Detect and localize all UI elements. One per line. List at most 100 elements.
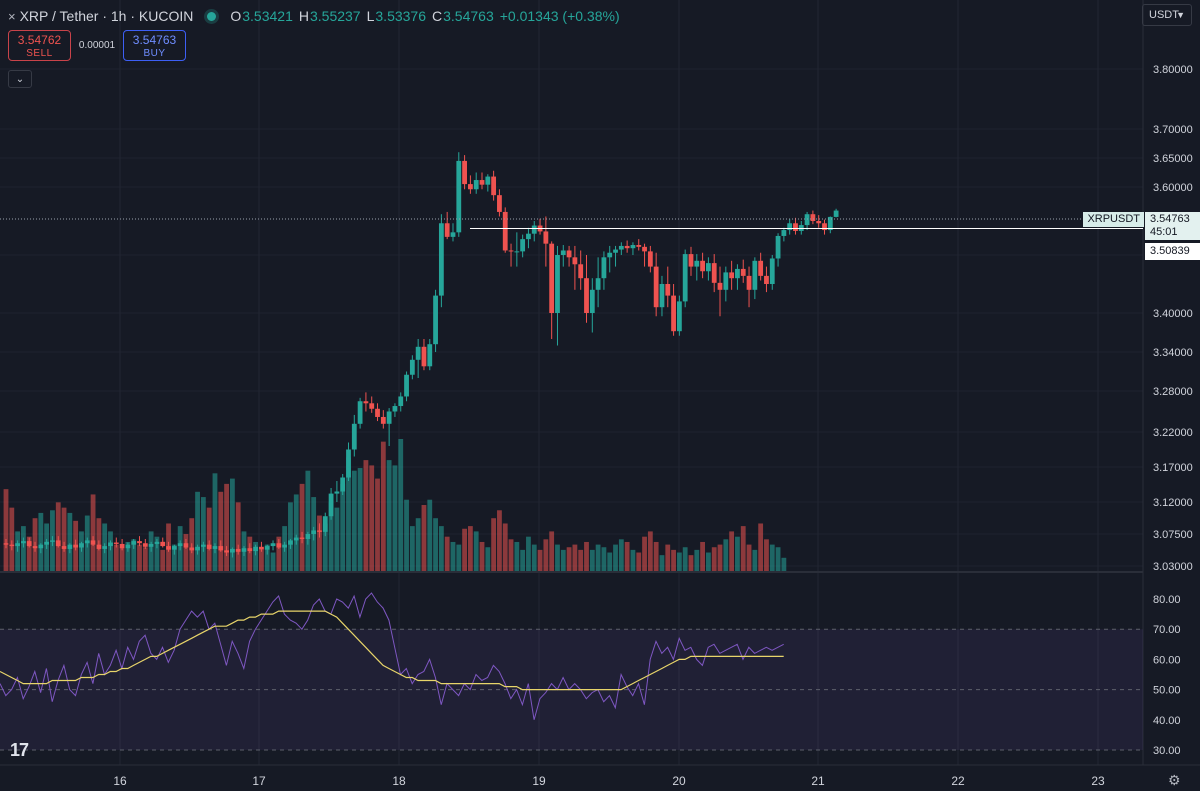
sell-price: 3.54762 — [17, 33, 62, 47]
candle-body — [293, 537, 299, 541]
time-tick-label: 22 — [951, 774, 965, 788]
candle-body — [73, 544, 79, 548]
gear-icon[interactable]: ⚙ — [1168, 772, 1181, 788]
market-status-icon — [207, 11, 217, 21]
tradingview-logo-icon[interactable]: 17 — [10, 740, 29, 760]
candle-body — [282, 544, 288, 548]
candle-body — [154, 541, 160, 544]
sell-label: SELL — [26, 48, 53, 59]
candle-body — [26, 541, 32, 547]
volume-bar — [607, 552, 613, 571]
candle-body — [427, 344, 433, 367]
candle-body — [781, 230, 787, 236]
candle-body — [148, 543, 154, 547]
candlestick-series — [3, 152, 839, 558]
candle-body — [142, 543, 148, 547]
candle-body — [584, 278, 589, 313]
volume-bar — [630, 549, 636, 571]
candle-body — [723, 272, 729, 290]
volume-bar — [723, 539, 729, 571]
price-tick-label: 3.60000 — [1153, 182, 1193, 194]
volume-bar — [473, 531, 479, 571]
price-tick-label: 3.80000 — [1153, 64, 1193, 76]
symbol-title[interactable]: XRP / Tether · 1h · KUCOIN — [19, 8, 194, 24]
volume-bar — [386, 460, 392, 571]
volume-bar — [526, 536, 531, 571]
candle-body — [514, 251, 520, 253]
volume-bar — [404, 499, 409, 571]
candle-body — [50, 540, 55, 542]
volume-bar — [224, 483, 229, 571]
volume-bar — [665, 544, 671, 571]
volume-bar — [317, 515, 322, 571]
volume-bar — [497, 510, 502, 571]
candle-body — [665, 284, 671, 296]
volume-bar — [259, 549, 264, 571]
candle-body — [183, 543, 189, 548]
volume-bar — [3, 489, 9, 571]
candle-body — [624, 245, 630, 249]
candle-body — [526, 233, 531, 240]
candle-body — [195, 546, 200, 551]
candle-body — [555, 255, 560, 313]
candle-body — [113, 542, 119, 544]
price-tick-label: 3.03000 — [1153, 561, 1193, 573]
volume-bar — [543, 539, 549, 571]
volume-bar — [508, 539, 514, 571]
rsi-tick-label: 30.00 — [1153, 745, 1181, 757]
candle-body — [653, 266, 659, 308]
volume-bar — [624, 541, 630, 571]
candle-body — [375, 408, 380, 417]
candle-body — [102, 546, 108, 549]
volume-bar — [752, 549, 758, 571]
horizontal-ray-line[interactable] — [0, 218, 1143, 230]
candle-body — [351, 423, 357, 450]
volume-bar — [729, 531, 735, 571]
candle-body — [392, 406, 398, 412]
volume-bar — [764, 539, 769, 571]
collapse-toggle[interactable]: ⌄ — [8, 70, 32, 88]
last-price: 3.54763 — [1150, 213, 1190, 225]
volume-bar — [682, 547, 688, 571]
buy-button[interactable]: 3.54763 BUY — [123, 30, 186, 61]
candle-body — [363, 401, 369, 404]
candle-body — [810, 214, 816, 221]
volume-bar — [421, 505, 427, 571]
candle-body — [740, 268, 746, 276]
chevron-down-icon: ▼ — [1176, 10, 1185, 20]
volume-bar — [171, 544, 177, 571]
candle-body — [572, 257, 578, 265]
sell-button[interactable]: 3.54762 SELL — [8, 30, 71, 61]
candle-body — [682, 254, 688, 302]
volume-bar — [212, 473, 218, 571]
volume-bar — [375, 478, 380, 571]
candle-body — [311, 530, 317, 534]
volume-bar — [653, 541, 659, 571]
candle-body — [752, 260, 758, 290]
currency-select[interactable]: USDT ▼ — [1142, 4, 1192, 26]
volume-bar — [485, 547, 491, 571]
candle-body — [758, 260, 764, 276]
change-value: +0.01343 (+0.38%) — [499, 8, 620, 24]
candle-body — [642, 246, 647, 252]
open-value: 3.53421 — [242, 8, 293, 24]
candle-body — [206, 544, 212, 549]
volume-bar — [636, 552, 642, 571]
volume-bar — [195, 491, 200, 571]
candle-body — [398, 396, 404, 407]
volume-bar — [26, 536, 32, 571]
rsi-line — [0, 592, 784, 720]
candle-body — [166, 546, 171, 550]
low-value: 3.53376 — [375, 8, 426, 24]
candle-body — [322, 516, 328, 532]
price-tick-label: 3.40000 — [1153, 308, 1193, 320]
candle-body — [247, 548, 253, 552]
candle-body — [700, 260, 705, 272]
volume-bar — [38, 512, 44, 571]
candle-body — [589, 289, 595, 313]
volume-bar — [537, 549, 543, 571]
volume-bar — [450, 541, 456, 571]
candle-body — [317, 530, 322, 532]
candle-body — [137, 541, 142, 544]
